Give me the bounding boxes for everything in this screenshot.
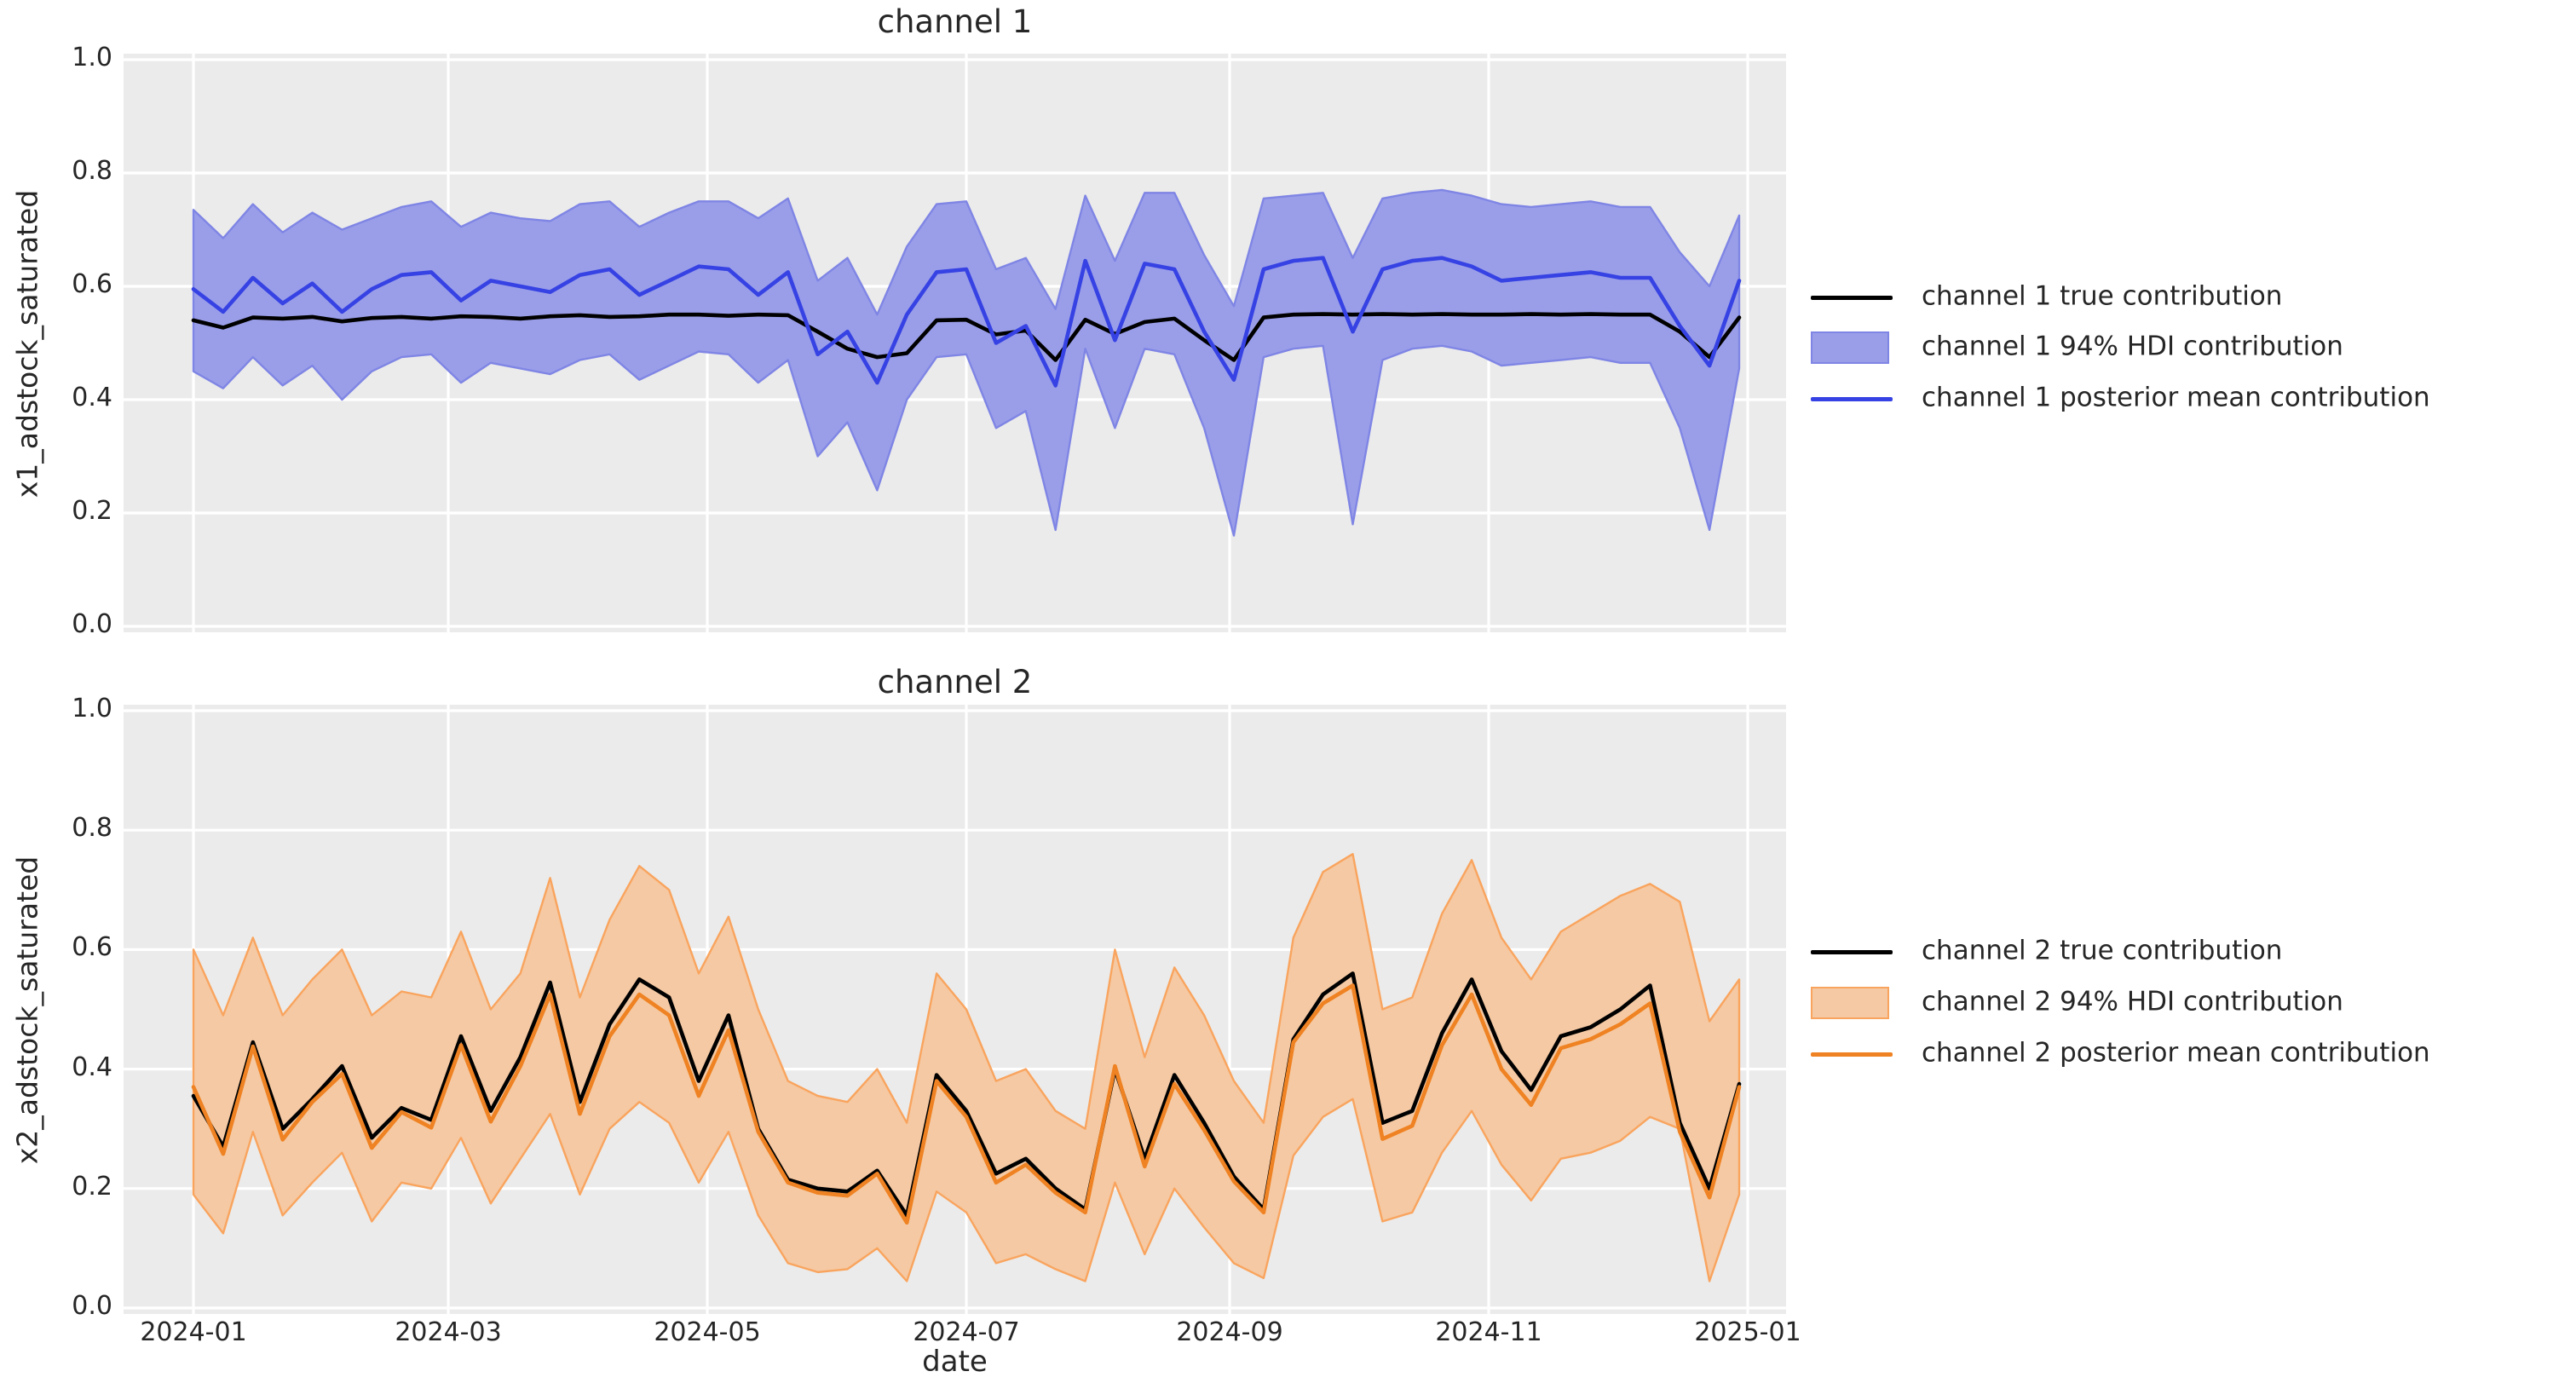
legend-line-swatch xyxy=(1811,296,1893,300)
legend-label: channel 1 posterior mean contribution xyxy=(1922,382,2430,413)
legend-row: channel 2 true contribution xyxy=(1811,926,2561,977)
x-tick-label: 2024-03 xyxy=(395,1317,502,1347)
legend-patch-swatch xyxy=(1811,331,1889,364)
x-tick-label: 2024-09 xyxy=(1176,1317,1283,1347)
legend-label: channel 2 posterior mean contribution xyxy=(1922,1037,2430,1069)
y-tick-label: 0.2 xyxy=(72,1171,112,1201)
legend-row: channel 1 posterior mean contribution xyxy=(1811,373,2561,424)
legend-row: channel 1 94% HDI contribution xyxy=(1811,322,2561,373)
y-tick-label: 1.0 xyxy=(72,694,112,723)
posterior-mean-line xyxy=(191,256,1742,388)
legend-line-swatch xyxy=(1811,1052,1893,1057)
legend-row: channel 1 true contribution xyxy=(1811,272,2561,323)
y-tick-label: 0.4 xyxy=(72,1052,112,1082)
x-tick-label: 2024-11 xyxy=(1435,1317,1542,1347)
legend-label: channel 1 true contribution xyxy=(1922,280,2283,312)
x-tick-label: 2025-01 xyxy=(1694,1317,1801,1347)
plot-area-channel-2 xyxy=(124,705,1786,1314)
legend-row: channel 2 94% HDI contribution xyxy=(1811,977,2561,1029)
y-tick-label: 0.8 xyxy=(72,156,112,186)
y-tick-label: 0.8 xyxy=(72,813,112,844)
legend-line-swatch xyxy=(1811,950,1893,954)
y-tick-label: 0.2 xyxy=(72,496,112,526)
y-tick-label: 0.0 xyxy=(72,1291,112,1321)
legend-row: channel 2 posterior mean contribution xyxy=(1811,1029,2561,1080)
y-axis-label-x2-adstock-saturated: x2_adstock_saturated xyxy=(10,856,44,1165)
legend-label: channel 2 94% HDI contribution xyxy=(1922,986,2343,1017)
y-tick-label: 0.0 xyxy=(72,609,112,639)
true-contribution-line xyxy=(191,312,1742,362)
y-axis-label-x1-adstock-saturated: x1_adstock_saturated xyxy=(10,189,44,498)
chart-title-channel-1: channel 1 xyxy=(877,3,1033,40)
legend-line-swatch xyxy=(1811,397,1893,401)
y-tick-label: 0.6 xyxy=(72,269,112,299)
legend-label: channel 1 94% HDI contribution xyxy=(1922,331,2343,362)
chart-svg-channel-1 xyxy=(124,54,1786,632)
x-axis-label-date: date xyxy=(922,1345,988,1379)
true-contribution-line xyxy=(191,971,1742,1218)
posterior-mean-line xyxy=(191,983,1742,1225)
legend-label: channel 2 true contribution xyxy=(1922,935,2283,966)
x-tick-label: 2024-05 xyxy=(654,1317,761,1347)
y-tick-label: 0.4 xyxy=(72,383,112,412)
chart-svg-channel-2 xyxy=(124,705,1786,1314)
x-tick-label: 2024-01 xyxy=(140,1317,247,1347)
plot-area-channel-1 xyxy=(124,54,1786,632)
legend-patch-swatch xyxy=(1811,987,1889,1019)
x-tick-label: 2024-07 xyxy=(913,1317,1020,1347)
y-tick-label: 0.6 xyxy=(72,932,112,963)
chart-title-channel-2: channel 2 xyxy=(877,664,1033,700)
hdi-band xyxy=(192,852,1741,1282)
y-tick-label: 1.0 xyxy=(72,43,112,72)
